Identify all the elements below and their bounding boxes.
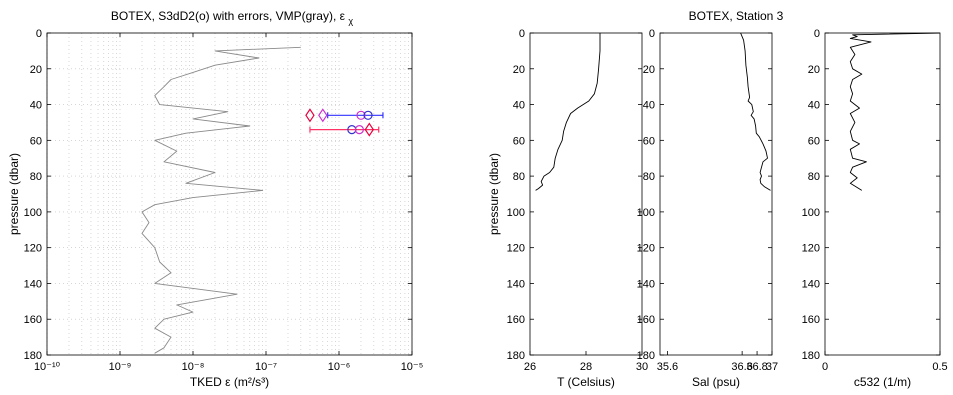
circle-marker: [363, 110, 373, 120]
y-tick-label: 0: [36, 28, 42, 40]
y-tick-label: 80: [643, 171, 655, 183]
diamond-marker: [318, 108, 328, 123]
y-tick-label: 40: [643, 100, 655, 112]
x-tick-label: 30: [636, 361, 648, 373]
y-tick-label: 60: [643, 135, 655, 147]
y-tick-label: 60: [30, 135, 42, 147]
y-tick-label: 120: [802, 243, 820, 255]
y-tick-label: 20: [513, 64, 525, 76]
x-tick-label: 26: [524, 361, 536, 373]
y-tick-label: 0: [519, 28, 525, 40]
y-axis-label: pressure (dbar): [487, 153, 501, 235]
y-tick-label: 180: [802, 350, 820, 362]
y-tick-label: 120: [24, 243, 42, 255]
y-tick-label: 140: [507, 278, 525, 290]
y-tick-label: 160: [24, 314, 42, 326]
diamond-marker: [305, 108, 315, 123]
y-tick-label: 100: [24, 207, 42, 219]
x-tick-label: 10⁻⁶: [328, 361, 351, 373]
right-title: BOTEX, Station 3: [689, 9, 784, 23]
x-axis-label: T (Celsius): [557, 375, 615, 389]
y-tick-label: 0: [814, 28, 820, 40]
circle-marker: [356, 110, 366, 120]
y-tick-label: 160: [637, 314, 655, 326]
x-tick-label: 10⁻⁵: [401, 361, 424, 373]
x-tick-label: 10⁻⁸: [182, 361, 205, 373]
plot-area: [825, 33, 940, 355]
series-line: [141, 46, 301, 354]
axes-frame: [824, 32, 941, 356]
y-tick-label: 20: [30, 64, 42, 76]
left-title: BOTEX, S3dD2(o) with errors, VMP(gray), …: [111, 9, 353, 26]
y-tick-label: 180: [507, 350, 525, 362]
x-tick-label: 0.5: [932, 361, 947, 373]
y-tick-label: 180: [637, 350, 655, 362]
y-tick-label: 40: [30, 100, 42, 112]
y-tick-label: 140: [802, 278, 820, 290]
x-tick-label: 36.6: [731, 361, 752, 373]
y-tick-label: 0: [649, 28, 655, 40]
axes-frame: [46, 32, 413, 356]
y-axis-label: pressure (dbar): [7, 153, 21, 235]
plot-area: [530, 33, 642, 355]
series-line: [740, 32, 771, 191]
y-tick-label: 100: [802, 207, 820, 219]
x-tick-label: 28: [580, 361, 592, 373]
y-tick-label: 40: [513, 100, 525, 112]
x-tick-label: 36.8: [746, 361, 767, 373]
y-tick-label: 120: [507, 243, 525, 255]
y-tick-label: 100: [507, 207, 525, 219]
series-line: [535, 33, 601, 191]
y-tick-label: 60: [513, 135, 525, 147]
y-tick-label: 140: [637, 278, 655, 290]
x-tick-label: 10⁻⁷: [255, 361, 277, 373]
x-axis-label: Sal (psu): [692, 375, 740, 389]
y-tick-label: 160: [802, 314, 820, 326]
plot-area: [660, 33, 772, 355]
y-tick-label: 80: [30, 171, 42, 183]
y-tick-label: 20: [808, 64, 820, 76]
left-title-symbol: ε: [340, 9, 346, 23]
left-title-text: BOTEX, S3dD2(o) with errors, VMP(gray),: [111, 9, 336, 23]
y-tick-label: 40: [808, 100, 820, 112]
y-tick-label: 160: [507, 314, 525, 326]
circle-marker: [354, 125, 364, 135]
y-tick-label: 80: [513, 171, 525, 183]
axes-frame: [659, 32, 773, 356]
y-tick-label: 120: [637, 243, 655, 255]
y-tick-label: 100: [637, 207, 655, 219]
x-tick-label: 0: [822, 361, 828, 373]
x-axis-label: c532 (1/m): [854, 375, 911, 389]
x-tick-label: 35.6: [657, 361, 678, 373]
x-axis-label: TKED ε (m²/s³): [190, 375, 269, 389]
x-tick-label: 10⁻¹⁰: [34, 361, 61, 373]
y-tick-label: 180: [24, 350, 42, 362]
y-tick-label: 140: [24, 278, 42, 290]
x-tick-label: 10⁻⁹: [109, 361, 132, 373]
y-tick-label: 20: [643, 64, 655, 76]
diamond-marker: [364, 122, 375, 137]
y-tick-label: 60: [808, 135, 820, 147]
y-tick-label: 80: [808, 171, 820, 183]
left-title-sub: χ: [348, 16, 353, 26]
series-line: [849, 32, 941, 191]
x-tick-label: 37: [766, 361, 778, 373]
